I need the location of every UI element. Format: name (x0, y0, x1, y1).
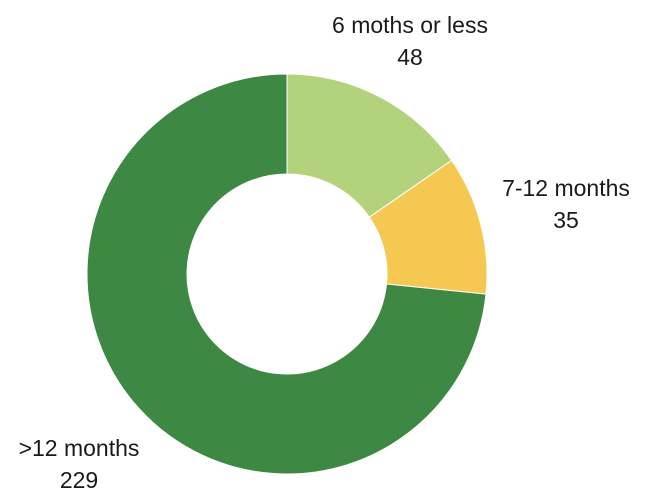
slice-value-7-12-months: 35 (553, 207, 579, 233)
slice-12-months (86, 73, 487, 475)
slice-label-7-12-months: 7-12 months (502, 175, 630, 201)
slice-label-6-moths-or-less: 6 moths or less (332, 12, 488, 38)
slice-label-12-months: >12 months (19, 435, 140, 461)
labels-group: 6 moths or less 48 7-12 months 35 >12 months… (19, 12, 630, 493)
slice-value-6-moths-or-less: 48 (397, 44, 423, 70)
slice-value-12-months: 229 (60, 467, 98, 491)
slice-6-moths-or-less (286, 73, 453, 218)
slices-group (86, 73, 488, 475)
